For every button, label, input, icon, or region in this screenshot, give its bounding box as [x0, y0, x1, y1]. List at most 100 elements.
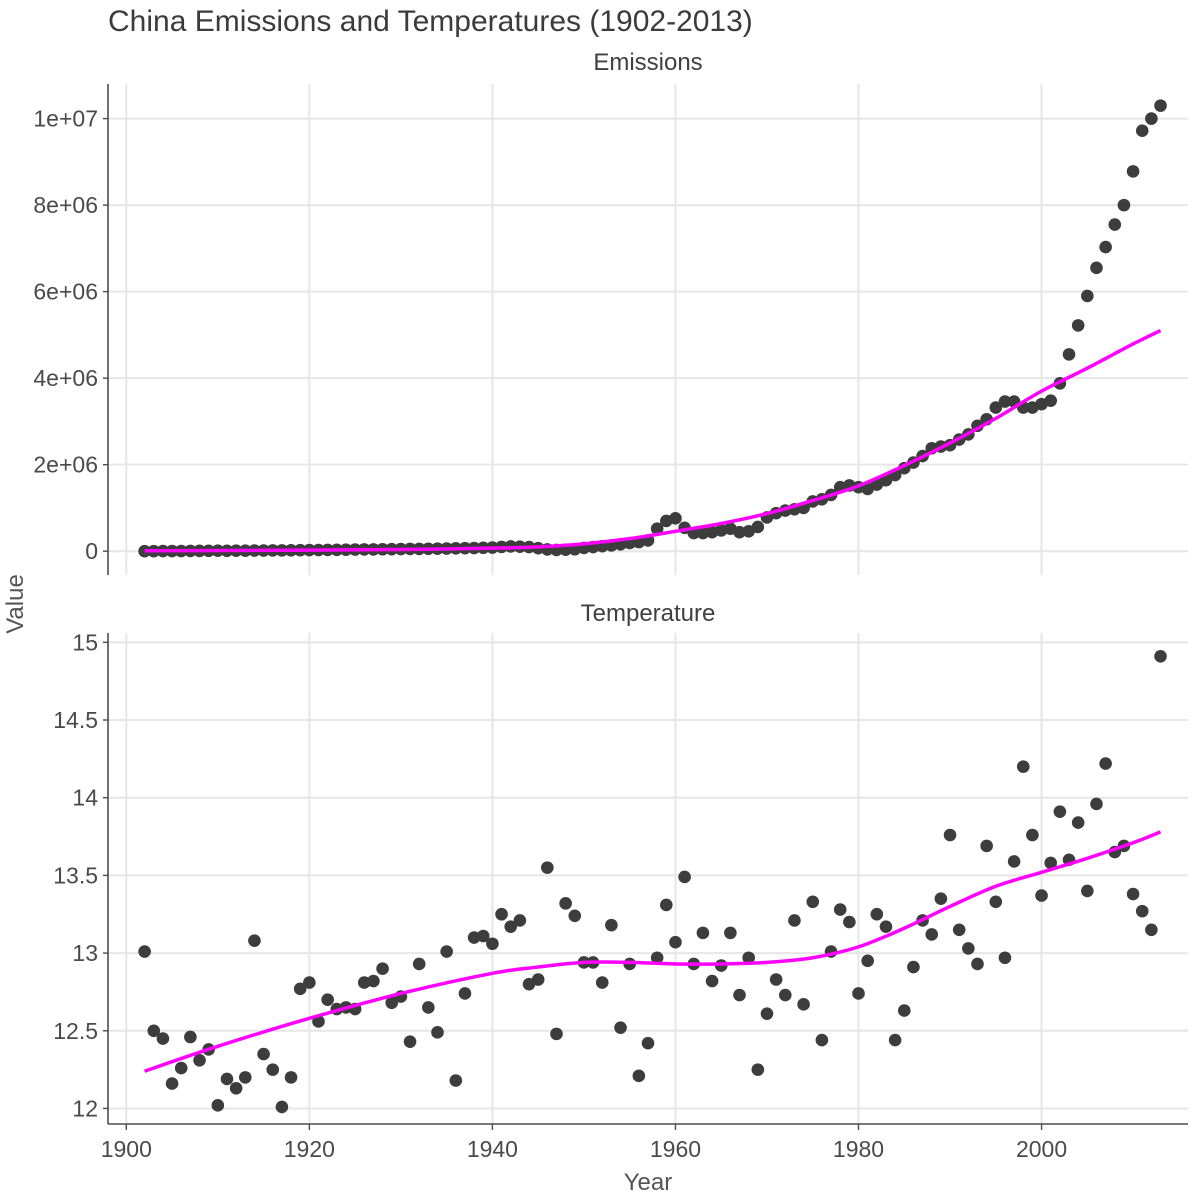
- data-point: [1035, 889, 1048, 902]
- data-point: [403, 1035, 417, 1048]
- data-point: [1090, 797, 1103, 811]
- data-points: [138, 99, 1167, 558]
- data-point: [1135, 124, 1149, 138]
- data-point: [513, 914, 527, 927]
- data-point: [1062, 348, 1076, 361]
- data-point: [449, 1074, 463, 1087]
- y-tick-label: 13: [72, 940, 98, 966]
- data-point: [1071, 319, 1085, 332]
- data-point: [769, 973, 783, 986]
- data-point: [925, 928, 939, 941]
- data-point: [531, 973, 545, 986]
- y-tick-label: 12: [72, 1095, 98, 1121]
- data-point: [595, 976, 609, 989]
- data-point: [852, 987, 865, 1000]
- x-tick-label: 2000: [1016, 1136, 1067, 1162]
- y-tick-label: 14: [72, 785, 98, 811]
- data-point: [971, 957, 984, 971]
- data-point: [998, 395, 1012, 408]
- y-axis-title: Value: [2, 574, 29, 634]
- data-point: [1044, 856, 1058, 870]
- data-point: [165, 1077, 179, 1090]
- data-point: [284, 1071, 298, 1084]
- chart-title: China Emissions and Temperatures (1902-2…: [108, 5, 753, 38]
- data-point: [962, 942, 975, 955]
- trend-line: [144, 329, 1162, 553]
- data-point: [669, 935, 682, 949]
- data-point: [1126, 887, 1140, 901]
- panel-strip-title: Temperature: [581, 600, 716, 627]
- data-point: [788, 914, 801, 927]
- data-point: [440, 945, 453, 958]
- data-point: [1117, 198, 1131, 212]
- data-point: [1081, 884, 1094, 898]
- data-point: [1145, 923, 1158, 937]
- data-point: [870, 907, 884, 921]
- data-point: [980, 839, 993, 853]
- data-point: [385, 996, 399, 1010]
- data-point: [861, 954, 874, 968]
- facet-panels: Emissions 0 2e+06 4e+06 6e+06 8e+06 1e+07 Tempe…: [33, 49, 1188, 1162]
- data-point: [138, 544, 151, 558]
- panel-emissions: Emissions 0 2e+06 4e+06 6e+06 8e+06 1e+07: [33, 49, 1188, 575]
- data-point: [266, 1063, 280, 1076]
- data-point: [989, 895, 1003, 909]
- data-point: [412, 957, 426, 971]
- y-tick-label: 2e+06: [33, 452, 98, 478]
- data-point: [1026, 828, 1039, 842]
- data-point: [1044, 394, 1058, 407]
- data-point: [1053, 805, 1067, 818]
- data-point: [907, 960, 920, 974]
- data-point: [605, 918, 618, 932]
- data-point: [952, 923, 966, 937]
- data-point: [934, 892, 948, 905]
- data-point: [275, 1100, 289, 1114]
- data-point: [1108, 218, 1122, 231]
- data-point: [733, 525, 746, 539]
- data-point: [641, 1036, 655, 1050]
- x-tick-label: 1920: [284, 1136, 335, 1162]
- data-point: [229, 1081, 243, 1095]
- data-point: [220, 1072, 234, 1086]
- data-point: [632, 1069, 646, 1083]
- data-point: [660, 898, 673, 912]
- data-point: [238, 1071, 252, 1084]
- y-tick-label: 13.5: [53, 862, 98, 888]
- data-point: [1135, 904, 1149, 918]
- data-point: [705, 974, 719, 988]
- data-point: [669, 512, 682, 525]
- y-tick-label: 12.5: [53, 1018, 98, 1044]
- y-tick-label: 14.5: [53, 707, 98, 733]
- panel-strip-title: Emissions: [593, 49, 702, 76]
- data-point: [367, 974, 380, 988]
- data-point: [843, 915, 856, 929]
- data-point: [422, 1001, 435, 1014]
- data-point: [321, 993, 334, 1006]
- data-point: [550, 1027, 563, 1041]
- data-point: [833, 903, 847, 916]
- data-point: [495, 907, 508, 921]
- data-point: [138, 945, 151, 958]
- y-tick-label: 4e+06: [33, 365, 98, 391]
- data-point: [1071, 816, 1085, 829]
- data-point: [696, 926, 710, 940]
- y-tick-label: 1e+07: [33, 106, 98, 132]
- data-point: [248, 934, 261, 947]
- data-point: [733, 988, 746, 1002]
- data-point: [1145, 112, 1158, 125]
- data-point: [943, 828, 957, 842]
- data-point: [751, 520, 765, 534]
- data-point: [211, 1099, 225, 1112]
- data-point: [504, 920, 518, 933]
- data-point: [174, 1061, 188, 1075]
- data-point: [778, 988, 792, 1002]
- data-point: [257, 1047, 270, 1061]
- data-point: [568, 909, 582, 923]
- data-point: [303, 976, 316, 989]
- x-tick-label: 1960: [650, 1136, 701, 1162]
- y-tick-label: 0: [85, 538, 98, 564]
- data-point: [1099, 240, 1112, 254]
- data-point: [1016, 760, 1030, 773]
- data-point: [724, 926, 737, 940]
